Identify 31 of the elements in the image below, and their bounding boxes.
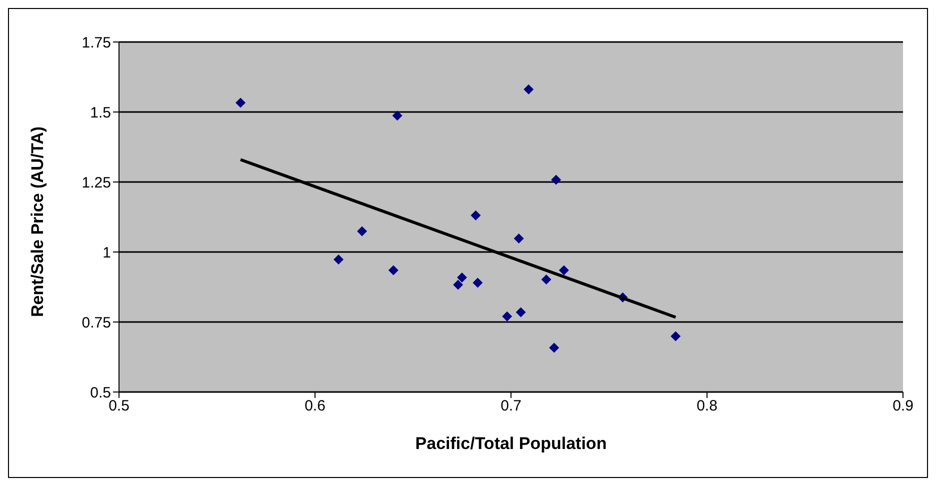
x-tick-label: 0.7: [500, 398, 522, 415]
point: [549, 342, 560, 353]
point: [670, 331, 681, 342]
point: [516, 307, 526, 318]
point: [453, 280, 464, 290]
point: [551, 174, 562, 185]
y-tick-label: 1.75: [82, 34, 111, 52]
point: [502, 311, 512, 322]
x-tick-label: 0.8: [696, 398, 718, 415]
point: [514, 234, 524, 244]
y-axis-title: Rent/Sale Price (AU/TA): [28, 126, 48, 317]
x-axis-title: Pacific/Total Population: [415, 434, 607, 453]
point: [388, 265, 398, 276]
y-tick-label: 1.5: [90, 104, 111, 122]
point: [524, 84, 534, 94]
point: [357, 226, 368, 236]
point: [470, 210, 481, 220]
y-tick-label: 0.75: [82, 314, 111, 332]
x-tick-label: 0.6: [304, 398, 326, 415]
point: [558, 265, 569, 276]
point: [541, 274, 552, 284]
point: [472, 278, 483, 288]
point: [334, 254, 344, 265]
y-tick-label: 1.25: [82, 174, 111, 192]
x-tick-label: 0.9: [892, 398, 914, 415]
point: [392, 110, 402, 121]
point: [457, 272, 467, 282]
point: [236, 98, 246, 108]
x-tick-label: 0.5: [108, 398, 130, 415]
y-tick-label: 1: [102, 244, 111, 262]
y-tick-label: 0.5: [90, 384, 111, 402]
